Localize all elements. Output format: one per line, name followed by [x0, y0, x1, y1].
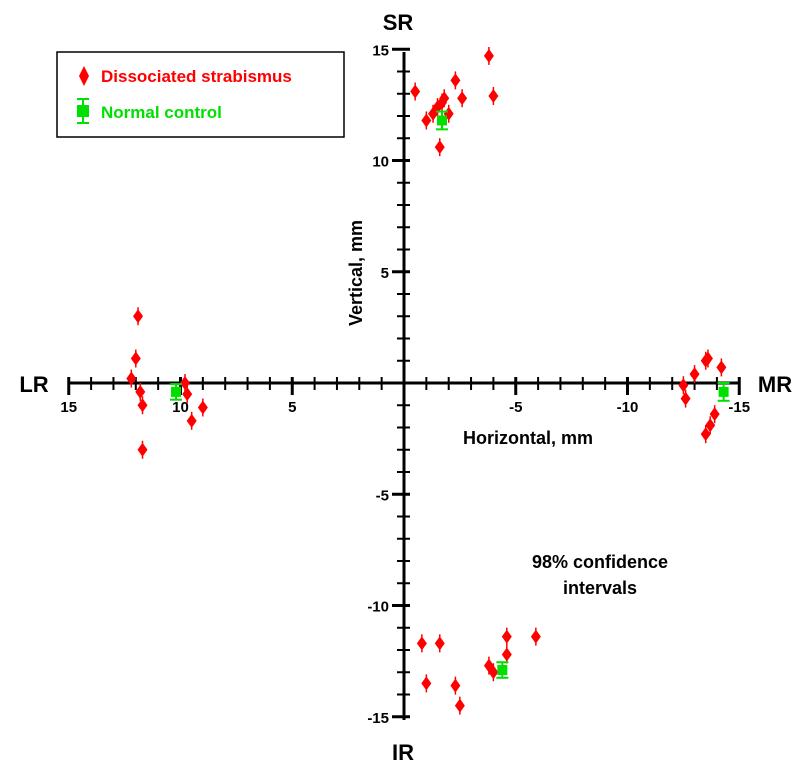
data-point-dissociated: [716, 358, 727, 377]
y-tick-label: 5: [381, 265, 389, 282]
data-point-dissociated: [501, 645, 512, 664]
y-tick-label: 15: [372, 42, 389, 59]
annotation-line-1: 98% confidence: [532, 552, 668, 572]
pole-label-ir: IR: [392, 740, 414, 765]
data-point-normal-control: [717, 382, 730, 402]
data-point-dissociated: [705, 416, 716, 435]
data-point-dissociated: [457, 89, 468, 108]
series-dissociated-strabismus: [126, 46, 727, 715]
series-normal-control: [170, 110, 730, 679]
tick-labels: 15 10 5 -5 -10 -15 15 10 5 -5 -10 -15: [60, 42, 750, 727]
legend-marker-dissociated: [79, 66, 89, 86]
y-axis-title: Vertical, mm: [346, 220, 366, 326]
data-point-dissociated: [126, 369, 137, 388]
data-point-dissociated: [439, 89, 450, 108]
data-point-dissociated: [530, 627, 541, 646]
data-point-dissociated: [678, 376, 689, 395]
data-point-dissociated: [137, 440, 148, 459]
data-point-dissociated: [488, 663, 499, 682]
data-point-dissociated: [197, 398, 208, 417]
x-tick-label: 5: [288, 399, 296, 416]
data-point-dissociated: [450, 676, 461, 695]
pole-label-mr: MR: [758, 372, 792, 397]
legend: Dissociated strabismus Normal control: [56, 51, 345, 138]
data-point-dissociated: [454, 696, 465, 715]
y-tick-label: -10: [367, 599, 389, 616]
pole-label-sr: SR: [383, 10, 414, 35]
ticks: [67, 47, 741, 719]
data-point-dissociated: [186, 411, 197, 430]
data-point-dissociated: [483, 46, 494, 65]
data-point-dissociated: [135, 382, 146, 401]
x-tick-label: -10: [617, 399, 639, 416]
data-point-dissociated: [416, 634, 427, 653]
data-point-dissociated: [488, 86, 499, 105]
y-tick-label: -5: [376, 487, 389, 504]
axes: [68, 52, 738, 720]
data-point-dissociated: [130, 349, 141, 368]
data-point-dissociated: [133, 307, 144, 326]
data-point-dissociated: [421, 674, 432, 693]
legend-label-dissociated: Dissociated strabismus: [101, 67, 292, 86]
x-tick-label: 10: [172, 399, 189, 416]
data-point-dissociated: [702, 349, 713, 368]
data-point-dissociated: [434, 138, 445, 157]
data-point-dissociated: [450, 71, 461, 90]
data-point-dissociated: [410, 82, 421, 101]
data-point-dissociated: [501, 627, 512, 646]
data-point-normal-control: [170, 383, 183, 401]
x-tick-label: -15: [728, 399, 750, 416]
data-point-dissociated: [700, 425, 711, 444]
data-point-dissociated: [421, 111, 432, 130]
legend-box: [56, 51, 345, 138]
x-tick-label: 15: [60, 399, 77, 416]
data-point-dissociated: [680, 389, 691, 408]
y-tick-label: -15: [367, 710, 389, 727]
legend-label-normal: Normal control: [101, 103, 222, 122]
pole-label-lr: LR: [19, 372, 48, 397]
data-point-normal-control: [435, 110, 448, 131]
data-point-dissociated: [182, 385, 193, 404]
annotation-line-2: intervals: [563, 578, 637, 598]
data-point-dissociated: [137, 396, 148, 415]
x-axis-title: Horizontal, mm: [463, 428, 593, 448]
data-point-normal-control: [496, 661, 509, 679]
y-tick-label: 10: [372, 154, 389, 171]
x-tick-label: -5: [509, 399, 522, 416]
data-point-dissociated: [689, 365, 700, 384]
data-point-dissociated: [434, 634, 445, 653]
data-point-dissociated: [709, 405, 720, 424]
legend-marker-normal: [77, 98, 89, 124]
